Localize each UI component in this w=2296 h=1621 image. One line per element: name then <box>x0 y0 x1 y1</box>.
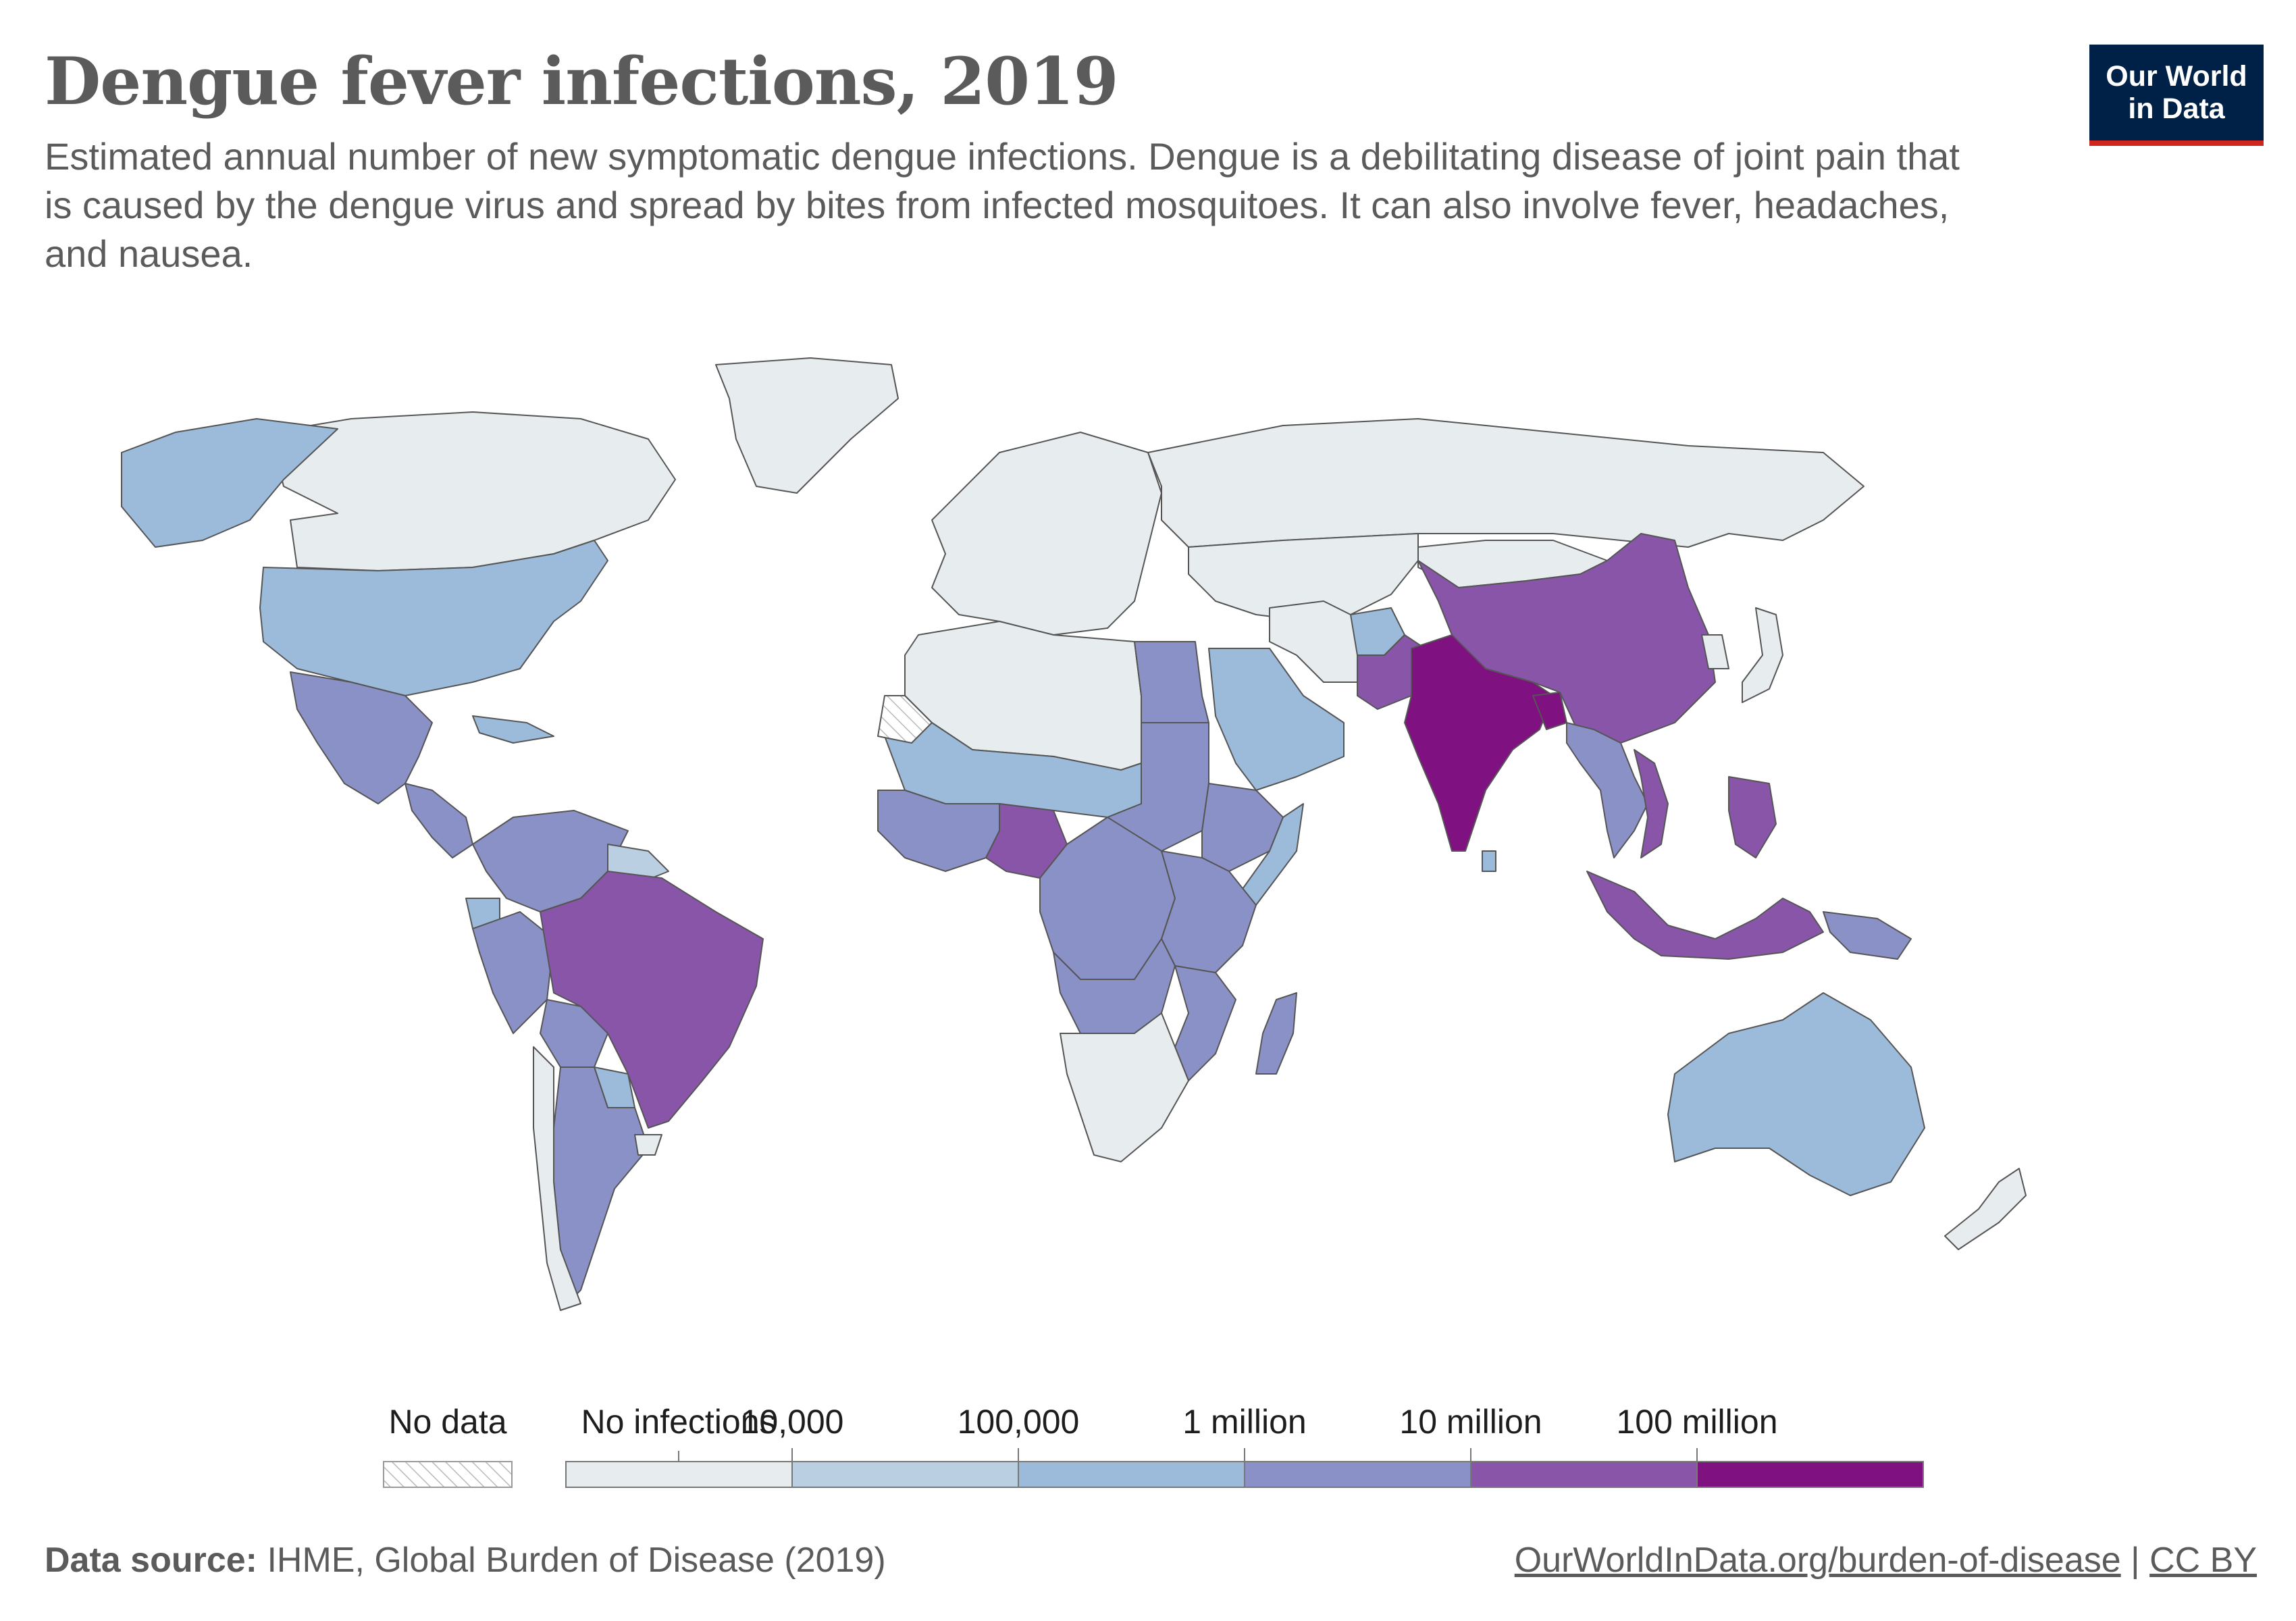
country-australia[interactable] <box>1667 992 1925 1196</box>
legend-bin-swatch <box>1470 1461 1698 1488</box>
logo-line-2: in Data <box>2128 93 2225 125</box>
country-mozambique[interactable] <box>1174 965 1236 1081</box>
country-philippines[interactable] <box>1728 776 1777 858</box>
chart-subtitle: Estimated annual number of new symptomat… <box>45 135 1960 275</box>
country-greenland[interactable] <box>715 357 899 494</box>
data-source: Data source: IHME, Global Burden of Dise… <box>45 1540 886 1580</box>
chart-title: Dengue fever infections, 2019 <box>45 43 1119 120</box>
source-link[interactable]: OurWorldInData.org/burden-of-disease <box>1514 1541 2121 1580</box>
country-united-states[interactable] <box>259 540 608 696</box>
country-western-sahara[interactable] <box>877 695 933 744</box>
country-indonesia[interactable] <box>1586 871 1824 960</box>
country-east-africa[interactable] <box>1161 850 1257 973</box>
country-sri-lanka[interactable] <box>1482 850 1496 872</box>
country-angola-zambia[interactable] <box>1053 938 1176 1034</box>
country-russia[interactable] <box>1147 418 1864 548</box>
country-chile[interactable] <box>533 1046 581 1311</box>
country-china[interactable] <box>1417 533 1716 744</box>
country-europe[interactable] <box>931 432 1162 636</box>
country-southeast-asia[interactable] <box>1566 722 1648 858</box>
legend-no-data-label: No data <box>388 1403 506 1441</box>
legend-bin-swatch <box>1244 1461 1471 1488</box>
country-peru[interactable] <box>472 911 554 1034</box>
country-southern-africa[interactable] <box>1060 1012 1189 1162</box>
logo-line-1: Our World <box>2106 60 2247 93</box>
country-uruguay[interactable] <box>634 1134 662 1156</box>
country-papua-new-guinea[interactable] <box>1823 911 1912 960</box>
legend-bin-swatch <box>791 1461 1019 1488</box>
country-alaska[interactable] <box>121 418 338 548</box>
license-link[interactable]: CC BY <box>2149 1541 2257 1580</box>
legend-label: 1 million <box>1182 1403 1306 1441</box>
country-arabian-peninsula[interactable] <box>1208 648 1345 791</box>
legend-label: No infections <box>581 1403 776 1441</box>
legend-bin-swatch <box>1696 1461 1924 1488</box>
link-separator: | <box>2120 1541 2150 1580</box>
country-vietnam[interactable] <box>1634 749 1669 858</box>
country-ethiopia[interactable] <box>1201 783 1284 872</box>
country-brazil[interactable] <box>540 871 764 1129</box>
data-source-label: Data source: <box>45 1541 257 1580</box>
country-egypt[interactable] <box>1134 641 1209 723</box>
owid-logo[interactable]: Our World in Data <box>2089 45 2264 146</box>
legend-bin-swatch <box>565 1461 793 1488</box>
country-central-america[interactable] <box>405 783 473 858</box>
legend-label: 10 million <box>1399 1403 1542 1441</box>
country-new-zealand[interactable] <box>1944 1168 2027 1250</box>
legend-bin-swatch <box>1018 1461 1245 1488</box>
legend-no-data-swatch <box>383 1461 513 1488</box>
country-madagascar[interactable] <box>1255 992 1297 1075</box>
footer-links: OurWorldInData.org/burden-of-disease | C… <box>1515 1540 2257 1580</box>
country-korea[interactable] <box>1701 634 1729 669</box>
legend-label: 10,000 <box>741 1403 844 1441</box>
country-japan[interactable] <box>1742 607 1783 703</box>
country-nigeria[interactable] <box>985 803 1068 879</box>
world-map <box>121 357 2027 1311</box>
country-caribbean[interactable] <box>472 715 554 744</box>
legend-label: 100 million <box>1616 1403 1777 1441</box>
legend-label: 100,000 <box>958 1403 1080 1441</box>
data-source-text: IHME, Global Burden of Disease (2019) <box>257 1541 886 1580</box>
